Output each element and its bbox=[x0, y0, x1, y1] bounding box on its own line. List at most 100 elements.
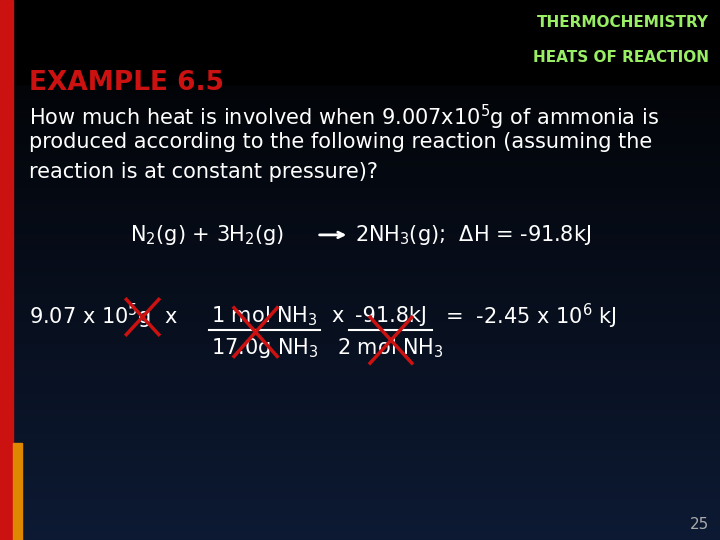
Bar bbox=[0, 529, 720, 532]
Bar bbox=[0, 178, 720, 181]
Bar bbox=[0, 146, 720, 148]
Bar bbox=[0, 30, 720, 32]
Bar bbox=[0, 481, 720, 483]
Bar bbox=[0, 84, 720, 86]
Bar bbox=[0, 38, 720, 40]
Bar bbox=[0, 373, 720, 375]
Bar bbox=[0, 383, 720, 386]
Bar bbox=[0, 127, 720, 130]
Bar bbox=[0, 103, 720, 105]
Bar bbox=[0, 378, 720, 381]
Text: 25: 25 bbox=[690, 517, 709, 532]
Bar bbox=[0, 151, 720, 154]
Bar bbox=[0, 497, 720, 500]
Bar bbox=[0, 537, 720, 540]
Bar bbox=[0, 359, 720, 362]
Bar bbox=[0, 526, 720, 529]
Bar bbox=[0, 51, 720, 54]
Bar bbox=[0, 35, 720, 38]
Bar bbox=[0, 97, 720, 100]
Bar bbox=[0, 513, 720, 516]
Bar bbox=[0, 370, 720, 373]
Bar bbox=[0, 73, 720, 76]
Bar bbox=[0, 281, 720, 284]
Bar bbox=[0, 254, 720, 256]
Bar bbox=[0, 475, 720, 478]
Bar bbox=[0, 57, 720, 59]
Bar bbox=[0, 448, 720, 451]
Bar bbox=[0, 14, 720, 16]
Bar bbox=[0, 286, 720, 289]
Bar bbox=[0, 489, 720, 491]
Bar bbox=[0, 356, 720, 359]
Bar bbox=[0, 216, 720, 219]
Bar bbox=[0, 132, 720, 135]
Bar bbox=[0, 289, 720, 292]
Bar bbox=[0, 40, 720, 43]
Bar bbox=[0, 340, 720, 343]
Bar bbox=[0, 516, 720, 518]
Bar bbox=[0, 316, 720, 319]
Bar bbox=[0, 413, 720, 416]
Bar bbox=[0, 248, 720, 251]
Bar bbox=[0, 92, 720, 94]
Bar bbox=[0, 405, 720, 408]
Bar bbox=[0, 59, 720, 62]
Bar bbox=[0, 162, 720, 165]
Bar bbox=[0, 429, 720, 432]
Bar bbox=[0, 221, 720, 224]
Bar bbox=[0, 451, 720, 454]
Bar bbox=[0, 329, 720, 332]
Bar bbox=[0, 173, 720, 176]
Bar bbox=[0, 394, 720, 397]
Bar bbox=[0, 354, 720, 356]
Bar bbox=[0, 154, 720, 157]
Bar bbox=[0, 310, 720, 313]
Bar bbox=[0, 472, 720, 475]
Bar bbox=[0, 49, 720, 51]
Bar bbox=[0, 491, 720, 494]
Text: 2NH$_3$(g);  $\Delta$H = -91.8kJ: 2NH$_3$(g); $\Delta$H = -91.8kJ bbox=[355, 223, 591, 247]
Bar bbox=[0, 108, 720, 111]
Bar bbox=[0, 130, 720, 132]
Bar bbox=[0, 313, 720, 316]
Text: EXAMPLE 6.5: EXAMPLE 6.5 bbox=[29, 70, 224, 96]
Bar bbox=[0, 230, 720, 232]
Bar bbox=[13, 443, 22, 540]
Bar bbox=[0, 459, 720, 462]
Bar bbox=[0, 456, 720, 459]
Bar bbox=[0, 494, 720, 497]
Bar bbox=[0, 381, 720, 383]
Bar bbox=[0, 119, 720, 122]
Bar bbox=[0, 446, 720, 448]
Bar bbox=[0, 246, 720, 248]
Bar bbox=[0, 208, 720, 211]
Bar bbox=[0, 362, 720, 364]
Text: 9.07 x 10$^5$g  x: 9.07 x 10$^5$g x bbox=[29, 301, 178, 330]
Bar bbox=[0, 432, 720, 435]
Bar bbox=[0, 524, 720, 526]
Bar bbox=[0, 46, 720, 49]
Bar bbox=[0, 267, 720, 270]
Bar bbox=[0, 464, 720, 467]
Bar bbox=[0, 194, 720, 197]
Bar bbox=[0, 367, 720, 370]
Bar bbox=[0, 505, 720, 508]
Bar bbox=[0, 43, 720, 46]
Bar bbox=[0, 364, 720, 367]
Bar bbox=[0, 219, 720, 221]
Bar bbox=[0, 424, 720, 427]
Bar bbox=[0, 122, 720, 124]
Bar bbox=[0, 265, 720, 267]
Bar bbox=[0, 421, 720, 424]
Bar bbox=[0, 416, 720, 418]
Bar bbox=[0, 348, 720, 351]
Bar bbox=[0, 346, 720, 348]
Bar bbox=[0, 235, 720, 238]
Bar bbox=[0, 0, 720, 84]
Bar bbox=[0, 240, 720, 243]
Bar bbox=[0, 200, 720, 202]
Bar bbox=[0, 94, 720, 97]
Bar bbox=[0, 327, 720, 329]
Bar bbox=[0, 76, 720, 78]
